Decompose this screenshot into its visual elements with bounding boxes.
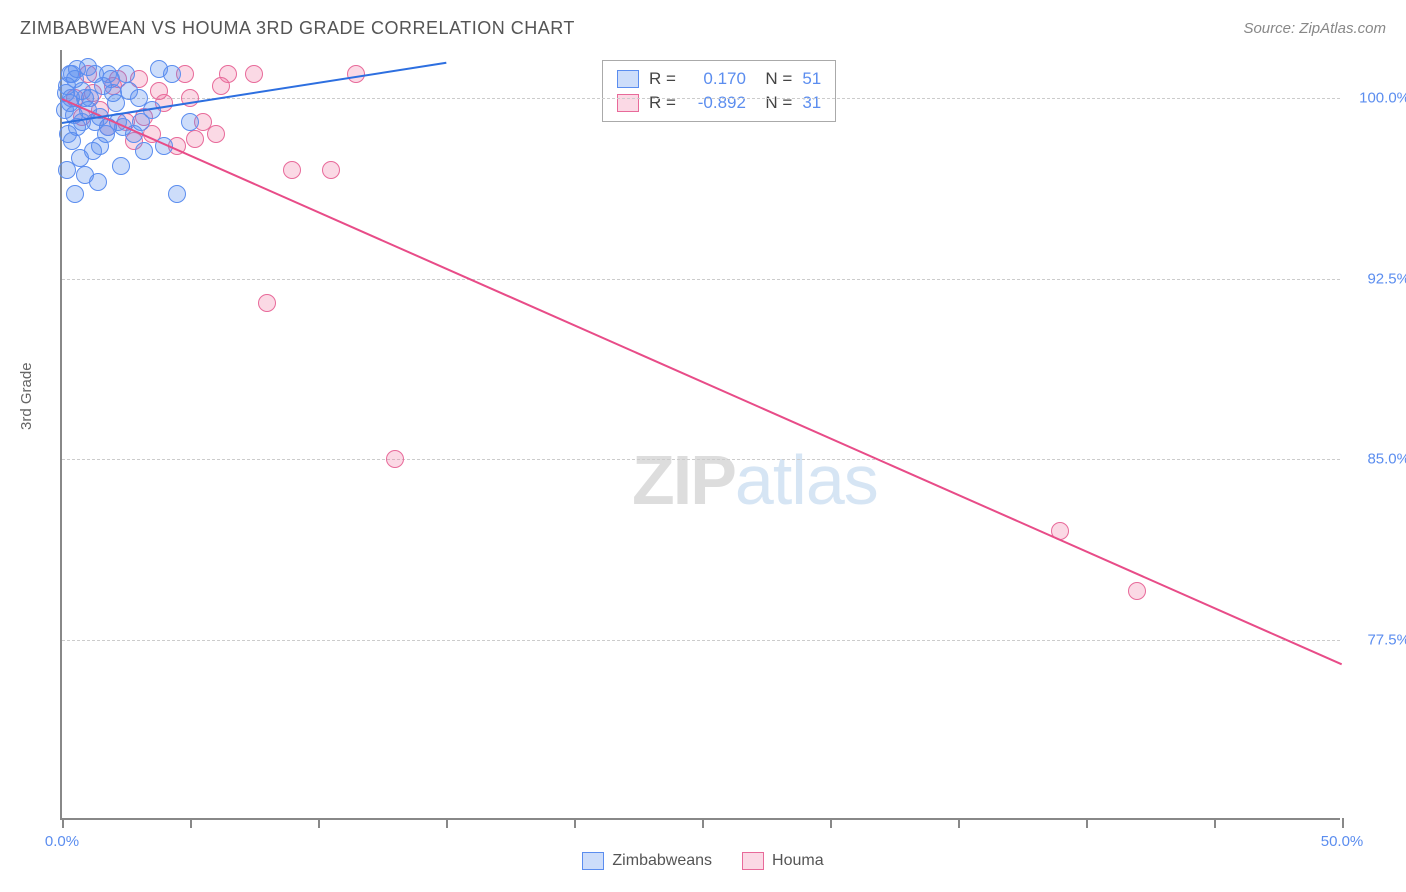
n-value: 51 [802,69,821,89]
x-tick [446,818,448,828]
zimbabweans-point [91,137,109,155]
legend-item-houma: Houma [742,852,824,870]
r-value: -0.892 [686,93,746,113]
zimbabweans-point [168,185,186,203]
x-tick [958,818,960,828]
x-tick-label: 50.0% [1321,833,1364,850]
houma-swatch [617,94,639,112]
zimbabweans-point [63,65,81,83]
zimbabweans-legend-swatch [582,852,604,870]
zimbabweans-swatch [617,70,639,88]
x-tick [62,818,64,828]
gridline-horizontal [62,640,1340,641]
chart-container: ZIMBABWEAN VS HOUMA 3RD GRADE CORRELATIO… [0,0,1406,892]
houma-point [1128,582,1146,600]
watermark-zip: ZIP [632,441,735,519]
gridline-horizontal [62,98,1340,99]
zimbabweans-point [89,173,107,191]
y-axis-label: 3rd Grade [18,362,35,430]
stats-legend-box: R = 0.170 N = 51 R = -0.892 N = 31 [602,60,836,122]
watermark-atlas: atlas [735,441,878,519]
n-label: N = [756,69,792,89]
zimbabweans-point [132,113,150,131]
source-attribution: Source: ZipAtlas.com [1243,20,1386,37]
n-value: 31 [802,93,821,113]
gridline-horizontal [62,459,1340,460]
x-tick [1342,818,1344,828]
y-tick-label: 100.0% [1359,90,1406,107]
zimbabweans-point [59,125,77,143]
y-tick-label: 77.5% [1367,631,1406,648]
x-tick [318,818,320,828]
zimbabweans-point [135,142,153,160]
houma-point [386,450,404,468]
y-tick-label: 92.5% [1367,270,1406,287]
x-tick [190,818,192,828]
x-tick-label: 0.0% [45,833,79,850]
r-value: 0.170 [686,69,746,89]
gridline-horizontal [62,279,1340,280]
houma-point [322,161,340,179]
houma-legend-label: Houma [772,852,824,870]
stats-row-houma: R = -0.892 N = 31 [617,91,821,115]
zimbabweans-point [99,65,117,83]
zimbabweans-point [112,157,130,175]
x-tick [830,818,832,828]
houma-point [245,65,263,83]
zimbabweans-point [163,65,181,83]
x-tick [702,818,704,828]
r-label: R = [649,69,676,89]
watermark: ZIPatlas [632,440,878,520]
houma-point [212,77,230,95]
zimbabweans-point [117,65,135,83]
houma-point [150,82,168,100]
x-tick [574,818,576,828]
zimbabweans-point [181,113,199,131]
houma-legend-swatch [742,852,764,870]
plot-area: ZIPatlas R =0.170 N =51R =-0.892 N =31 1… [60,50,1340,820]
zimbabweans-point [107,94,125,112]
n-label: N = [756,93,792,113]
x-tick [1214,818,1216,828]
zimbabweans-legend-label: Zimbabweans [612,852,712,870]
bottom-legend: Zimbabweans Houma [0,852,1406,870]
zimbabweans-point [58,161,76,179]
x-tick [1086,818,1088,828]
houma-point [207,125,225,143]
r-label: R = [649,93,676,113]
zimbabweans-point [66,185,84,203]
trend-line [62,98,1343,665]
chart-title: ZIMBABWEAN VS HOUMA 3RD GRADE CORRELATIO… [20,18,575,39]
houma-point [186,130,204,148]
stats-row-zimbabweans: R = 0.170 N = 51 [617,67,821,91]
y-tick-label: 85.0% [1367,451,1406,468]
houma-point [258,294,276,312]
zimbabweans-point [79,58,97,76]
houma-point [283,161,301,179]
legend-item-zimbabweans: Zimbabweans [582,852,712,870]
